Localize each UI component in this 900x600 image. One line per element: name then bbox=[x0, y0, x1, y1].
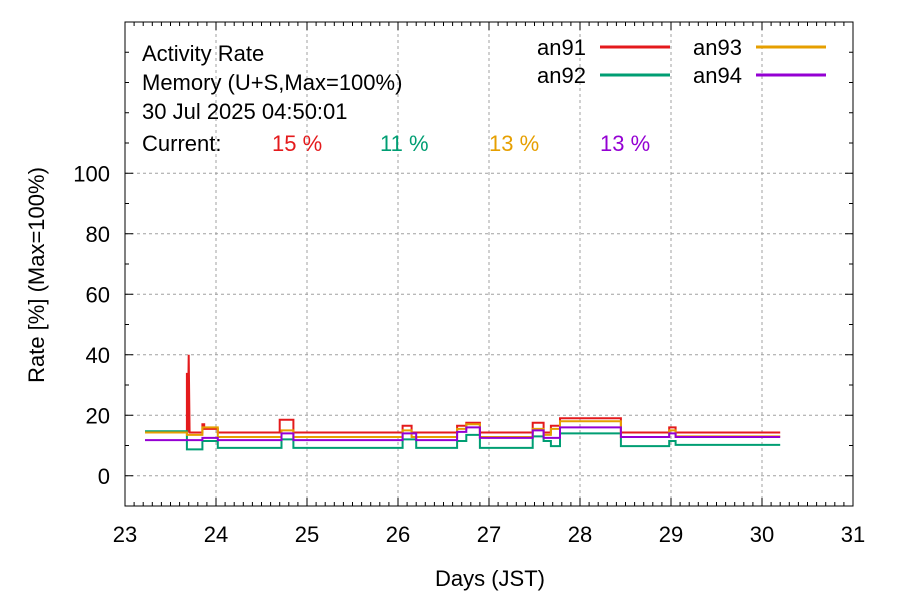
chart-title-line-2: Memory (U+S,Max=100%) bbox=[142, 70, 402, 95]
series-lines bbox=[145, 354, 781, 451]
x-tick-label: 31 bbox=[841, 522, 865, 547]
current-value-an93: 13 % bbox=[489, 131, 539, 156]
legend-label-an93: an93 bbox=[693, 35, 742, 60]
x-tick-label: 29 bbox=[659, 522, 683, 547]
x-tick-label: 26 bbox=[386, 522, 410, 547]
x-tick-label: 24 bbox=[204, 522, 228, 547]
axis-ticks: 23 24 25 26 27 28 29 30 31 0 20 40 60 80 100 bbox=[73, 22, 865, 547]
y-axis-label: Rate [%] (Max=100%) bbox=[24, 167, 49, 383]
current-values: 15 % 11 % 13 % 13 % bbox=[272, 131, 650, 156]
series-line-an93 bbox=[145, 420, 781, 438]
y-tick-label: 20 bbox=[86, 403, 110, 428]
series-line-an94 bbox=[145, 426, 781, 442]
x-tick-label: 30 bbox=[750, 522, 774, 547]
y-tick-label: 40 bbox=[86, 343, 110, 368]
x-tick-label: 28 bbox=[568, 522, 592, 547]
legend-label-an94: an94 bbox=[693, 63, 742, 88]
x-tick-label: 25 bbox=[295, 522, 319, 547]
chart-title-line-1: Activity Rate bbox=[142, 41, 264, 66]
current-value-an91: 15 % bbox=[272, 131, 322, 156]
chart-title-line-3: 30 Jul 2025 04:50:01 bbox=[142, 99, 348, 124]
series-line-an91 bbox=[145, 354, 781, 434]
current-value-an92: 11 % bbox=[380, 131, 429, 156]
x-tick-label: 23 bbox=[113, 522, 137, 547]
legend-label-an91: an91 bbox=[537, 35, 586, 60]
x-axis-label: Days (JST) bbox=[435, 566, 545, 591]
current-label: Current: bbox=[142, 131, 221, 156]
x-tick-label: 27 bbox=[477, 522, 501, 547]
grid bbox=[125, 22, 853, 506]
legend: an91 an93 an92 an94 bbox=[537, 35, 826, 88]
y-tick-label: 100 bbox=[73, 161, 110, 186]
y-tick-label: 80 bbox=[86, 222, 110, 247]
current-value-an94: 13 % bbox=[600, 131, 650, 156]
y-tick-label: 60 bbox=[86, 282, 110, 307]
y-tick-label: 0 bbox=[98, 464, 110, 489]
legend-label-an92: an92 bbox=[537, 63, 586, 88]
